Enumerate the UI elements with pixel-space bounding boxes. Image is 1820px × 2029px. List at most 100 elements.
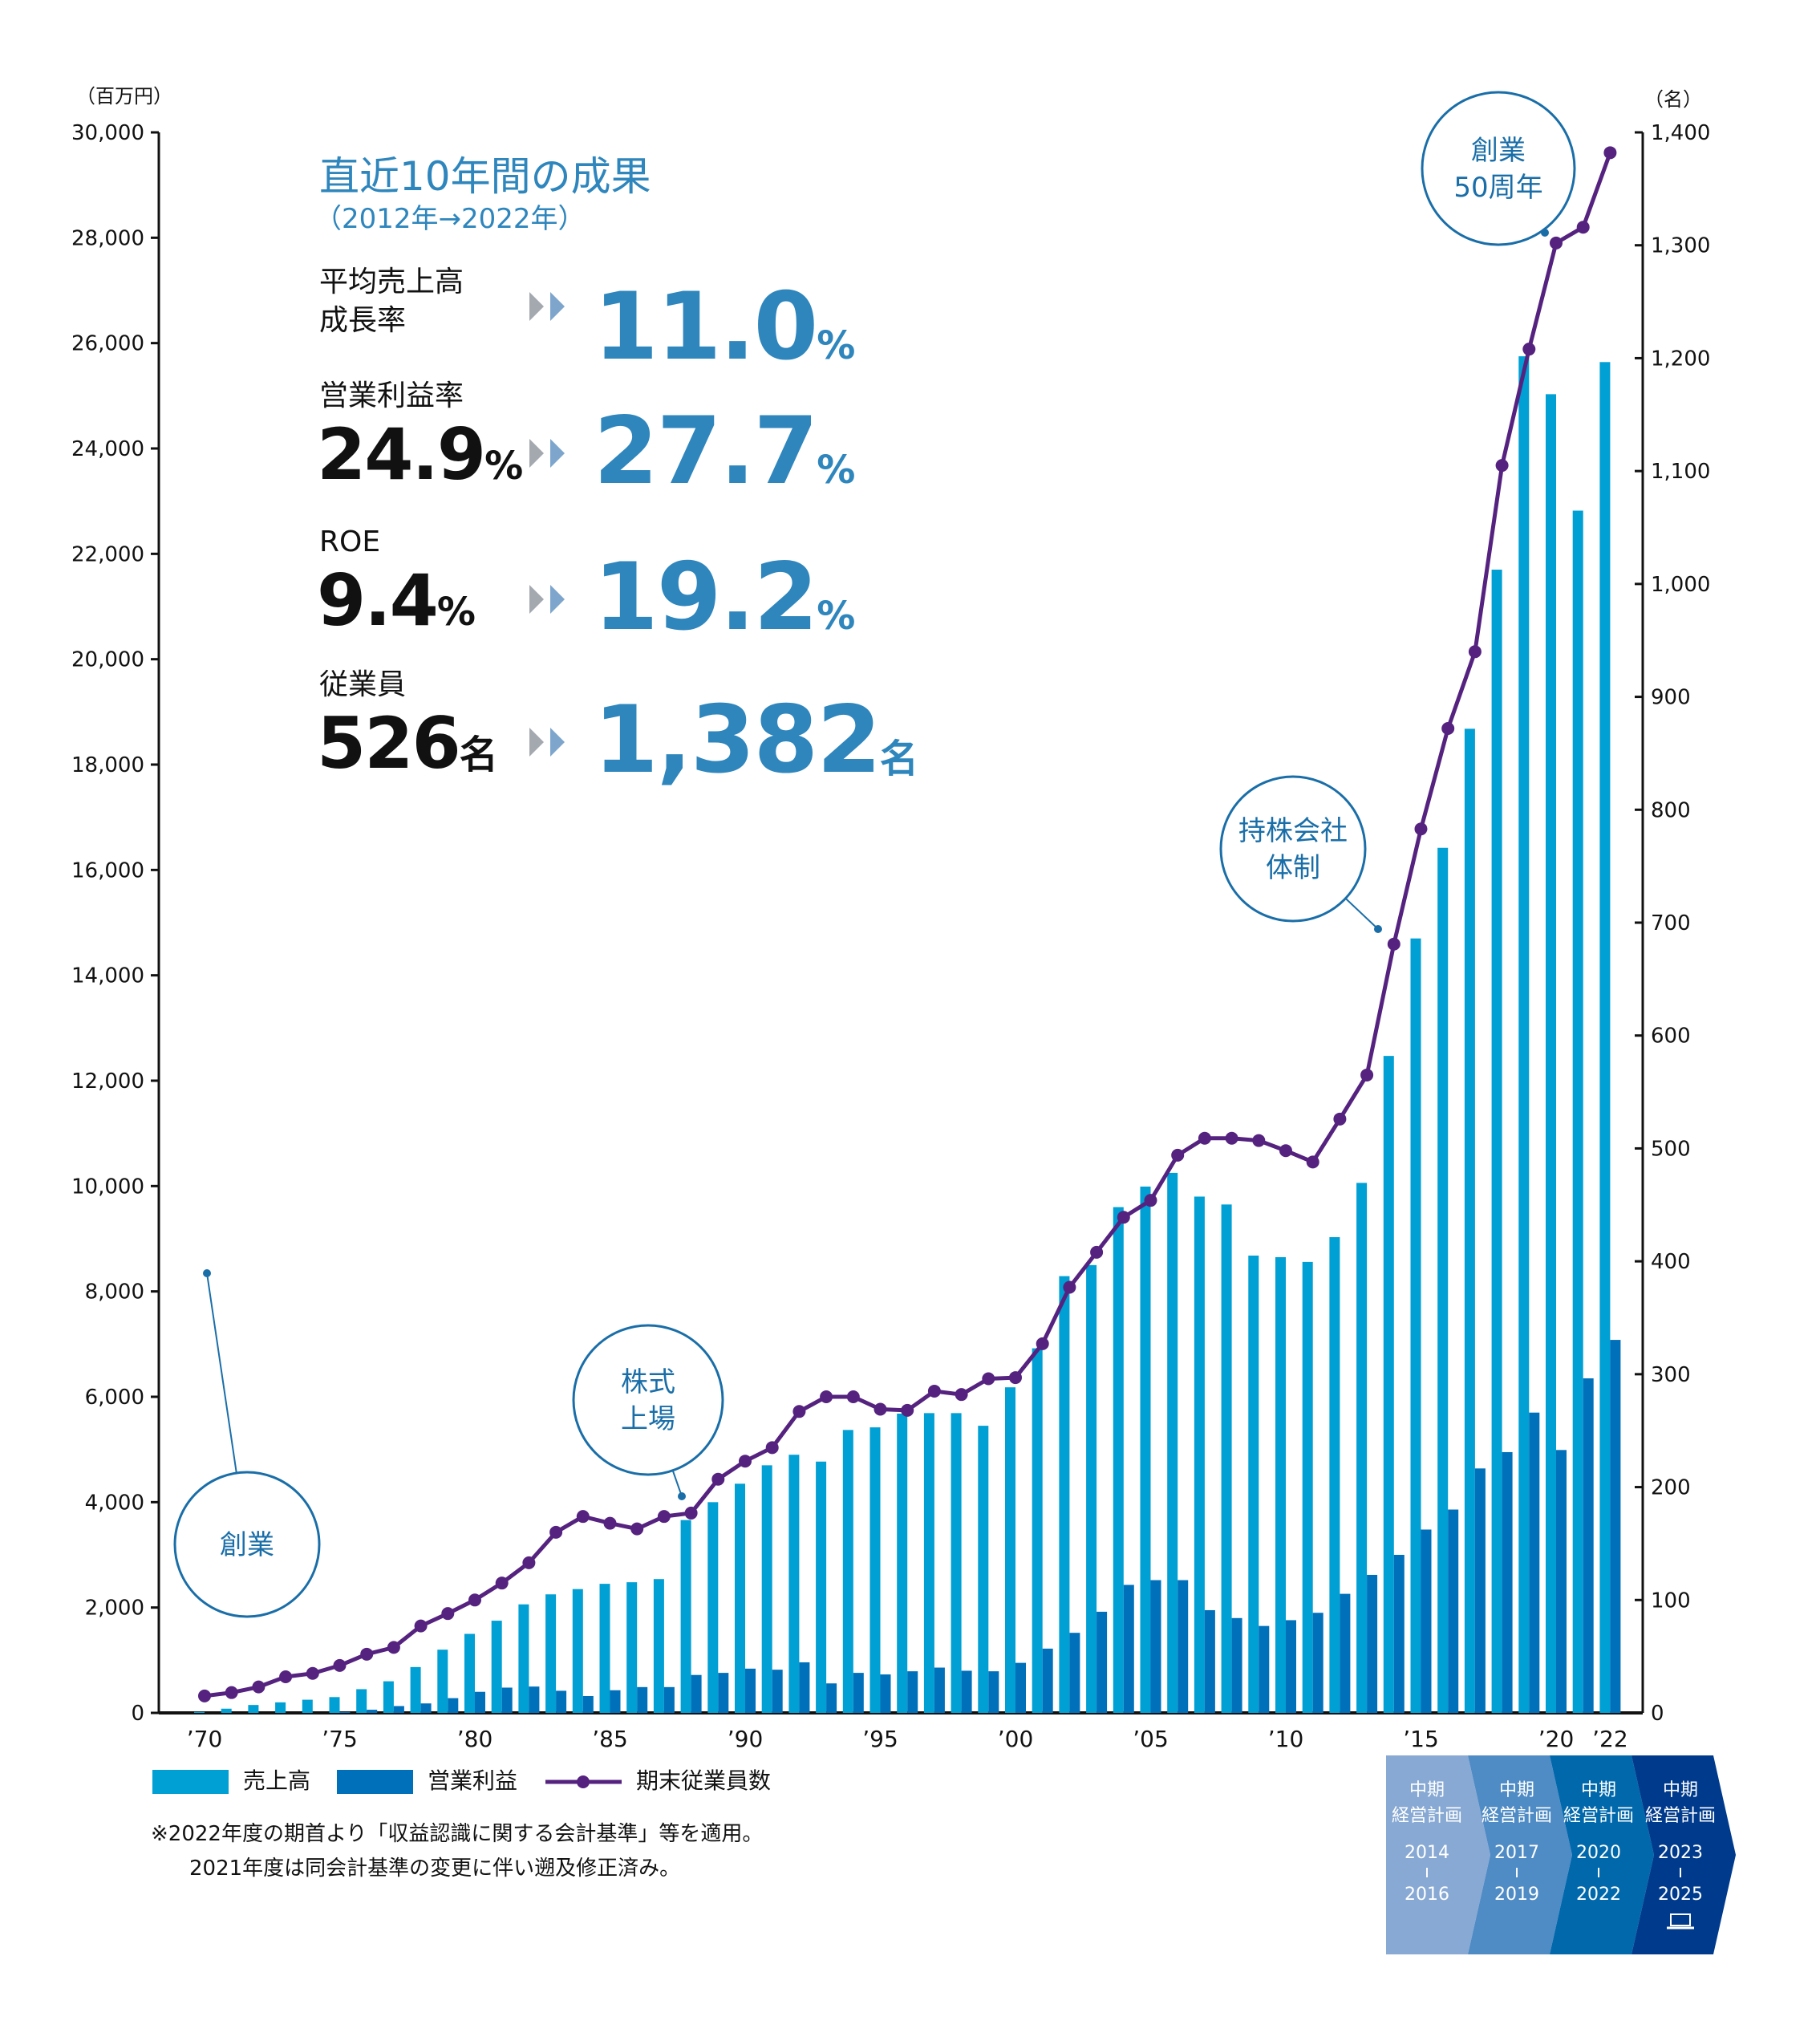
left-axis-unit: （百万円） xyxy=(76,85,172,108)
plan-text: 2025 xyxy=(1658,1885,1703,1905)
employees-point xyxy=(1468,645,1482,659)
double-arrow-icon xyxy=(529,292,565,321)
legend-sales: 売上高 xyxy=(152,1763,310,1796)
callout-dot xyxy=(203,1269,211,1277)
legend-profit: 営業利益 xyxy=(337,1763,517,1796)
callout-dot xyxy=(1374,925,1382,933)
profit-bar xyxy=(826,1683,837,1713)
label-line: 平均売上高 xyxy=(319,266,464,298)
double-arrow-icon xyxy=(529,439,565,468)
callout-text: 50周年 xyxy=(1453,172,1542,204)
x-tick-label: ’90 xyxy=(728,1726,764,1752)
employees-point xyxy=(1198,1131,1211,1145)
profit-bar xyxy=(853,1673,864,1713)
employees-point xyxy=(522,1556,536,1569)
sales-bar xyxy=(275,1702,286,1713)
metric-value-op-margin: 27.7% xyxy=(594,397,855,505)
right-tick-label: 500 xyxy=(1651,1137,1691,1161)
sales-bar xyxy=(356,1689,367,1713)
sales-bar xyxy=(572,1589,583,1713)
employees-point xyxy=(1550,236,1563,250)
plan-text: 2022 xyxy=(1576,1885,1621,1905)
employees-point xyxy=(1225,1131,1238,1145)
sales-bar xyxy=(816,1461,827,1713)
profit-bar xyxy=(1286,1620,1296,1713)
x-tick-label: ’10 xyxy=(1268,1726,1304,1752)
right-tick-label: 300 xyxy=(1651,1363,1691,1387)
left-tick-label: 22,000 xyxy=(71,542,144,566)
employees-point xyxy=(306,1666,319,1680)
sales-bar xyxy=(545,1594,557,1713)
sales-bar xyxy=(1572,510,1583,1713)
employees-point xyxy=(549,1525,563,1539)
employees-point xyxy=(333,1658,347,1672)
left-tick-label: 2,000 xyxy=(85,1597,144,1621)
employees-point xyxy=(1495,459,1509,473)
laptop-icon xyxy=(1667,1913,1694,1930)
profit-bar xyxy=(339,1711,351,1713)
x-tick-label: ’70 xyxy=(187,1726,223,1752)
employees-point xyxy=(198,1689,211,1702)
left-tick-label: 24,000 xyxy=(71,437,144,461)
sales-bar xyxy=(1599,362,1611,1714)
employees-point xyxy=(1360,1068,1374,1081)
employees-point xyxy=(1090,1245,1104,1259)
footnote-2: 2021年度は同会計基準の変更に伴い遡及修正済み。 xyxy=(189,1857,681,1881)
plan-chevron xyxy=(1550,1755,1654,1954)
callout-text: 創業 xyxy=(220,1529,274,1561)
sales-bar xyxy=(951,1413,962,1713)
profit-bar xyxy=(1204,1609,1215,1713)
callout-text: 体制 xyxy=(1266,852,1320,884)
sales-bar xyxy=(1383,1056,1394,1713)
bars xyxy=(194,356,1621,1714)
employees-point xyxy=(765,1441,779,1455)
metric-before-op-margin: 24.9% xyxy=(317,413,523,496)
double-arrow-icon xyxy=(529,728,565,757)
employees-point xyxy=(495,1577,509,1590)
sales-bar xyxy=(680,1520,691,1713)
employees-point xyxy=(1603,146,1617,160)
sales-bar xyxy=(707,1502,719,1713)
metric-value-employees: 1,382名 xyxy=(594,686,918,794)
profit-bar xyxy=(663,1686,675,1713)
plan-chevron xyxy=(1386,1755,1490,1954)
profit-bar xyxy=(1069,1633,1080,1713)
metric-label-op-margin: 営業利益率 xyxy=(319,379,464,412)
right-tick-label: 1,100 xyxy=(1651,460,1710,484)
sales-bar xyxy=(248,1705,259,1713)
sales-bar xyxy=(1059,1276,1070,1713)
right-axis-unit: （名） xyxy=(1644,88,1702,111)
headline-period: （2012年→2022年） xyxy=(314,203,586,235)
employees-point xyxy=(927,1384,941,1398)
profit-bar xyxy=(772,1670,783,1713)
sales-bar xyxy=(1275,1256,1286,1713)
sales-bar xyxy=(464,1633,475,1713)
profit-bar xyxy=(1231,1617,1242,1713)
metric-value-roe: 19.2% xyxy=(594,543,855,651)
sales-bar xyxy=(1329,1237,1340,1713)
employees-point xyxy=(468,1593,481,1607)
x-tick-label: ’22 xyxy=(1592,1726,1628,1752)
right-tick-label: 1,400 xyxy=(1651,121,1710,145)
profit-bar xyxy=(1393,1555,1405,1713)
employees-point xyxy=(1171,1148,1185,1162)
sales-bar xyxy=(897,1414,908,1713)
plan-text: 経営計画 xyxy=(1482,1806,1552,1826)
employees-point xyxy=(387,1641,400,1654)
employees-point xyxy=(1414,822,1428,836)
profit-bar xyxy=(1259,1625,1270,1713)
employees-point xyxy=(846,1390,860,1403)
employees-point xyxy=(1333,1112,1347,1126)
employees-point xyxy=(603,1516,617,1530)
profit-bar xyxy=(880,1674,891,1713)
plan-text: 2017 xyxy=(1494,1843,1539,1863)
left-tick-label: 8,000 xyxy=(85,1280,144,1305)
employees-point xyxy=(820,1390,833,1403)
employee-line xyxy=(198,146,1617,1702)
callout-3: 創業 50周年 xyxy=(1421,91,1576,246)
employees-point xyxy=(955,1388,968,1402)
sales-bar xyxy=(1167,1172,1178,1713)
